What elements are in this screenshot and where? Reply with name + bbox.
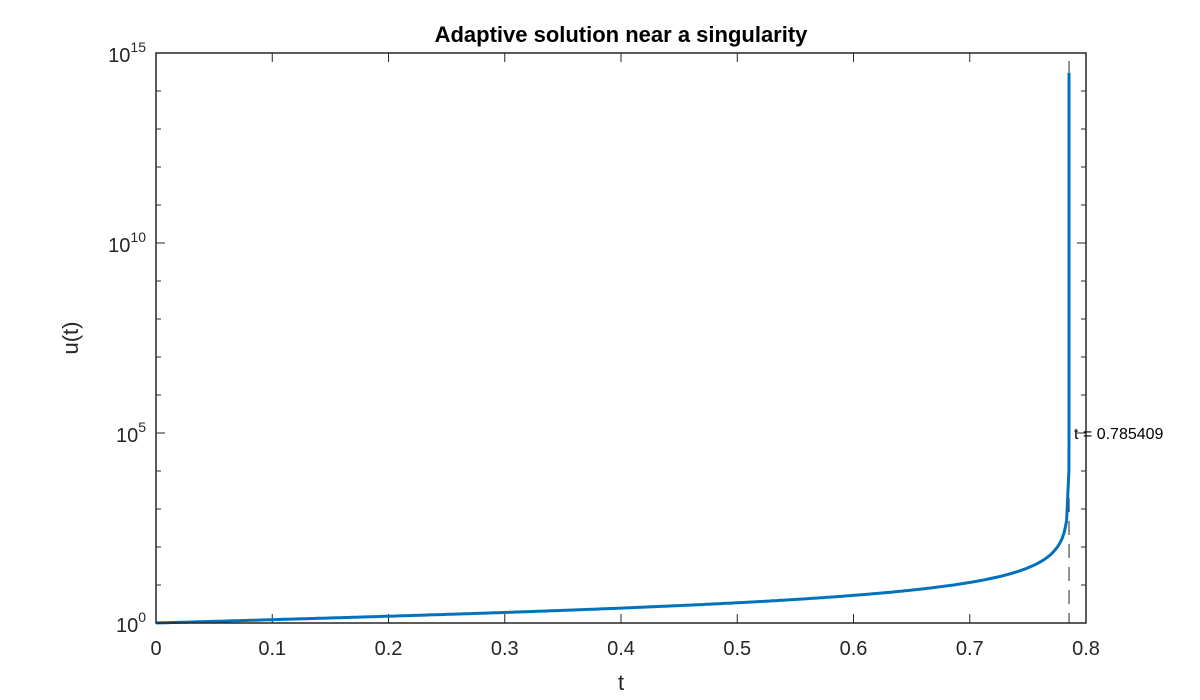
x-tick-label: 0 [150,638,161,660]
x-tick-label: 0.4 [607,638,635,660]
x-tick-labels: 0 0.1 0.2 0.3 0.4 0.5 0.6 0.7 0.8 [150,638,1099,660]
x-tick-label: 0.5 [723,638,751,660]
y-tick-labels: 100 105 1010 1015 [108,39,146,637]
singularity-annotation: t = 0.785409 [1074,426,1164,443]
x-tick-label: 0.6 [840,638,868,660]
y-axis-label: u(t) [58,322,83,355]
solution-curve [155,72,1071,625]
y-tick-label: 1010 [108,229,146,257]
x-tick-label: 0.7 [956,638,984,660]
x-axis-label: t [618,670,624,695]
x-tick-label: 0.3 [491,638,519,660]
x-tick-label: 0.2 [375,638,403,660]
y-tick-label: 1015 [108,39,146,67]
y-tick-label: 100 [116,609,146,637]
chart-title: Adaptive solution near a singularity [435,22,809,47]
axes-background [156,53,1086,623]
plot-area [155,52,1087,625]
x-tick-label: 0.1 [258,638,286,660]
y-tick-label: 105 [116,419,146,447]
axes-box [155,52,1087,624]
x-tick-label: 0.8 [1072,638,1100,660]
